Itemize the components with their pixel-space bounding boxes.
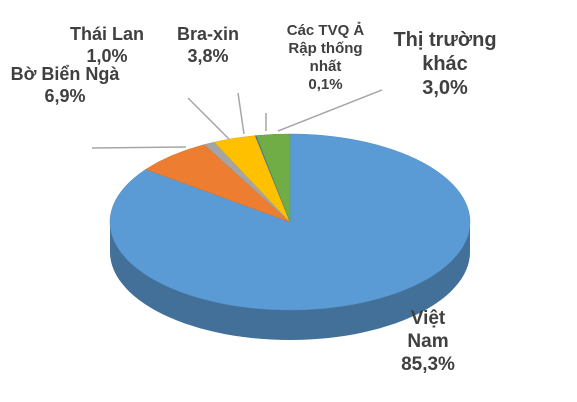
category-label: Việt Nam [407, 308, 449, 352]
data-label: Các TVQ Ả Rập thống nhất 0,1% [278, 22, 373, 94]
value-label: 6,9% [44, 85, 86, 106]
leader-line [237, 92, 245, 135]
pie-slice-side [110, 222, 470, 340]
value-label: 1,0% [86, 45, 128, 66]
leader-line [277, 89, 383, 132]
pie-slice [255, 133, 291, 223]
data-label: Bra-xin 3,8% [168, 24, 248, 67]
category-label: Thái Lan [69, 24, 144, 44]
value-label: 3,0% [422, 77, 468, 99]
data-label: Việt Nam 85,3% [388, 308, 468, 376]
data-label: Bờ Biển Ngà 6,9% [10, 64, 120, 107]
leader-line [91, 146, 187, 149]
data-label: Thái Lan 1,0% [62, 24, 152, 67]
data-label: Thị trường khác 3,0% [390, 28, 500, 100]
category-label: Các TVQ Ả Rập thống nhất [286, 22, 365, 75]
category-label: Thị trường khác [393, 29, 497, 75]
value-label: 3,8% [187, 45, 229, 66]
value-label: 85,3% [401, 353, 455, 375]
category-label: Bra-xin [176, 24, 239, 44]
leader-line [187, 97, 230, 140]
value-label: 0,1% [308, 76, 343, 93]
category-label: Bờ Biển Ngà [10, 64, 120, 84]
